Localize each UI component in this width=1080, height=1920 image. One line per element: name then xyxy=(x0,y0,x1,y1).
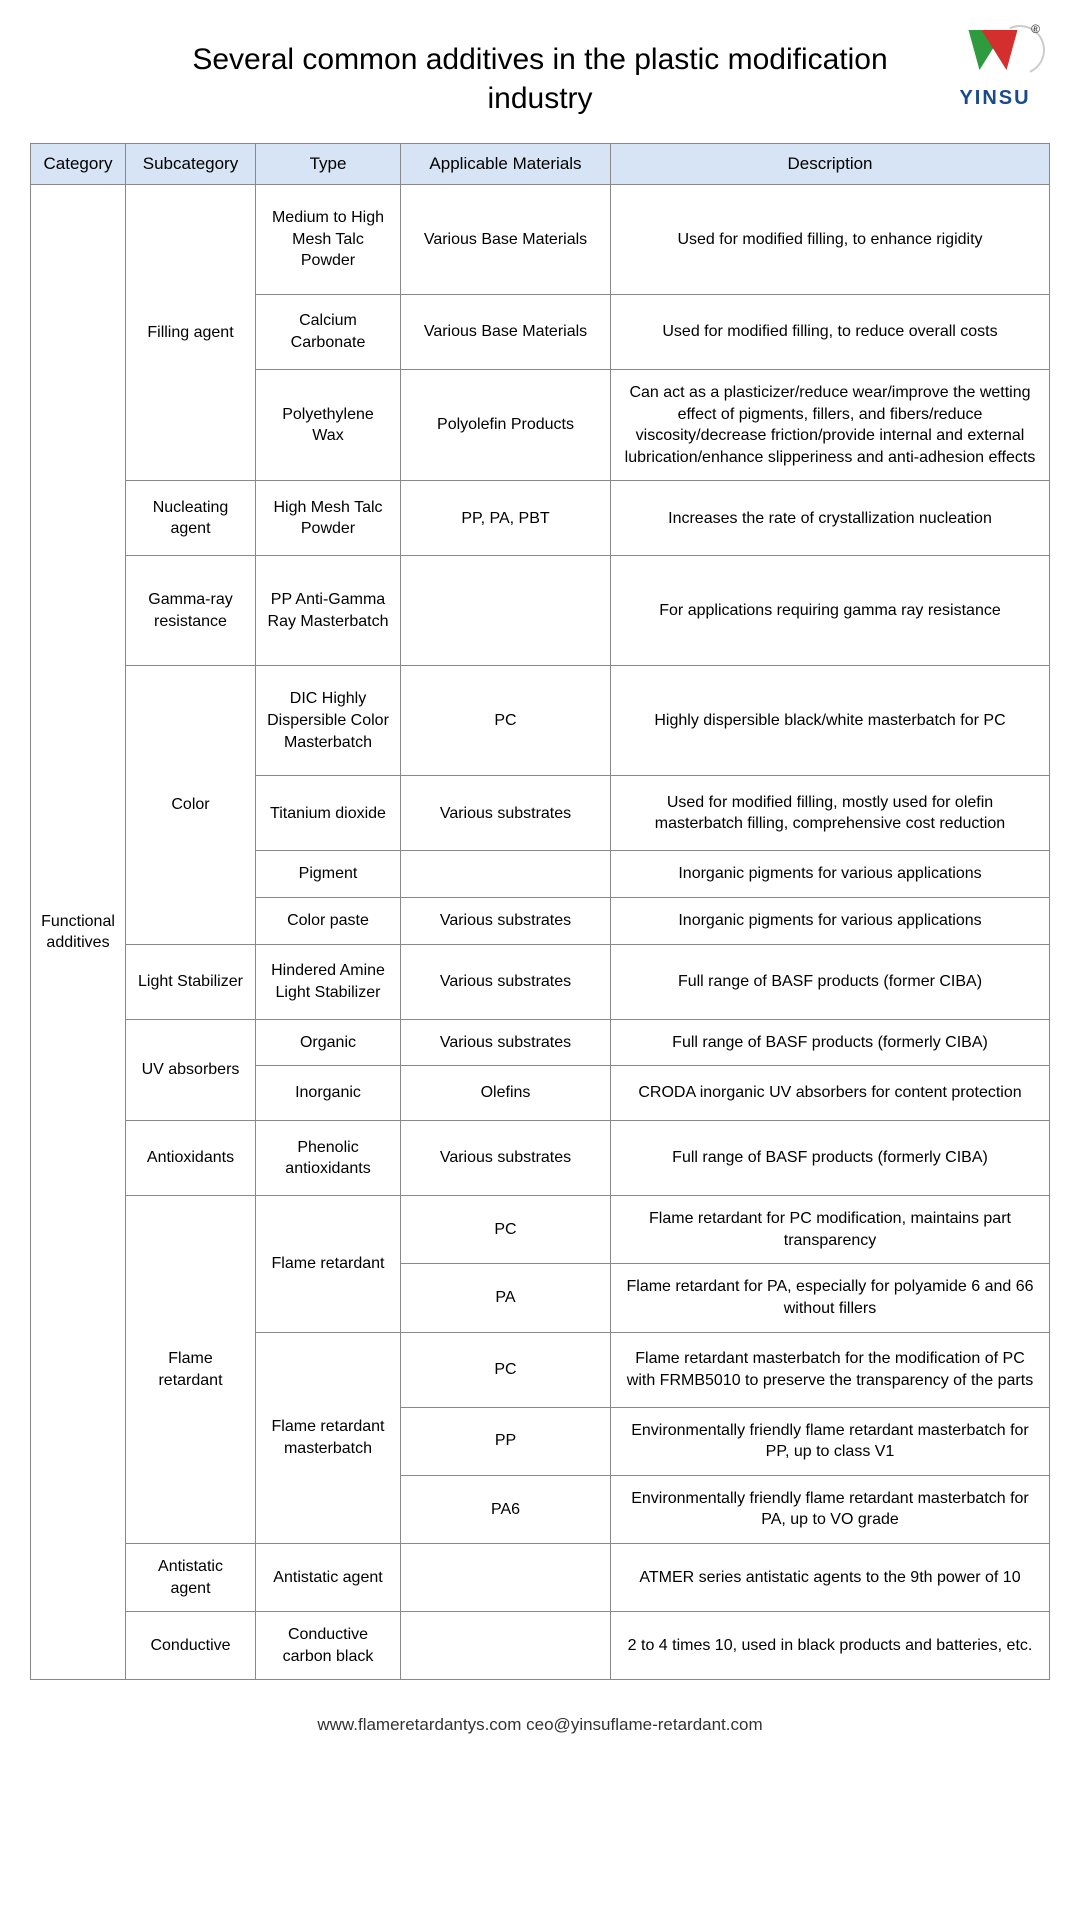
cell-subcategory: Flame retardant xyxy=(126,1196,256,1544)
table-row: Functional additivesFilling agentMedium … xyxy=(31,185,1050,295)
cell-description: Inorganic pigments for various applicati… xyxy=(611,851,1050,898)
cell-description: CRODA inorganic UV absorbers for content… xyxy=(611,1066,1050,1121)
cell-description: Used for modified filling, to reduce ove… xyxy=(611,295,1050,370)
cell-materials xyxy=(401,1543,611,1611)
cell-type: DIC Highly Dispersible Color Masterbatch xyxy=(256,666,401,776)
cell-materials: PA6 xyxy=(401,1475,611,1543)
cell-description: 2 to 4 times 10, used in black products … xyxy=(611,1612,1050,1680)
cell-type: Color paste xyxy=(256,897,401,944)
table-row: Flame retardantFlame retardantPCFlame re… xyxy=(31,1196,1050,1264)
cell-type: Pigment xyxy=(256,851,401,898)
cell-materials: Various substrates xyxy=(401,897,611,944)
cell-materials xyxy=(401,851,611,898)
cell-description: Flame retardant masterbatch for the modi… xyxy=(611,1332,1050,1407)
page-header: Several common additives in the plastic … xyxy=(30,40,1050,118)
cell-materials: PA xyxy=(401,1264,611,1332)
table-row: AntioxidantsPhenolic antioxidantsVarious… xyxy=(31,1121,1050,1196)
page-footer: www.flameretardantys.com ceo@yinsuflame-… xyxy=(30,1715,1050,1735)
cell-materials: PC xyxy=(401,1196,611,1264)
cell-description: Can act as a plasticizer/reduce wear/imp… xyxy=(611,370,1050,481)
cell-type: Medium to High Mesh Talc Powder xyxy=(256,185,401,295)
cell-description: ATMER series antistatic agents to the 9t… xyxy=(611,1543,1050,1611)
cell-type: Calcium Carbonate xyxy=(256,295,401,370)
cell-type: Titanium dioxide xyxy=(256,776,401,851)
col-description: Description xyxy=(611,144,1050,185)
cell-description: Full range of BASF products (former CIBA… xyxy=(611,944,1050,1019)
cell-materials: Olefins xyxy=(401,1066,611,1121)
page-title: Several common additives in the plastic … xyxy=(190,40,890,118)
cell-description: Full range of BASF products (formerly CI… xyxy=(611,1121,1050,1196)
cell-materials: Polyolefin Products xyxy=(401,370,611,481)
col-materials: Applicable Materials xyxy=(401,144,611,185)
cell-materials: Various Base Materials xyxy=(401,295,611,370)
cell-subcategory: UV absorbers xyxy=(126,1019,256,1121)
brand-name: YINSU xyxy=(950,87,1040,110)
table-row: Antistatic agentAntistatic agent ATMER se… xyxy=(31,1543,1050,1611)
cell-materials: PC xyxy=(401,666,611,776)
cell-type: Flame retardant masterbatch xyxy=(256,1332,401,1543)
cell-description: Highly dispersible black/white masterbat… xyxy=(611,666,1050,776)
brand-logo: ® YINSU xyxy=(950,30,1040,110)
cell-subcategory: Filling agent xyxy=(126,185,256,481)
col-category: Category xyxy=(31,144,126,185)
logo-mark: ® xyxy=(950,30,1040,85)
cell-type: Inorganic xyxy=(256,1066,401,1121)
cell-subcategory: Light Stabilizer xyxy=(126,944,256,1019)
cell-type: Phenolic antioxidants xyxy=(256,1121,401,1196)
cell-description: Environmentally friendly flame retardant… xyxy=(611,1407,1050,1475)
cell-type: PP Anti-Gamma Ray Masterbatch xyxy=(256,556,401,666)
table-row: Light StabilizerHindered Amine Light Sta… xyxy=(31,944,1050,1019)
cell-type: High Mesh Talc Powder xyxy=(256,481,401,556)
cell-type: Organic xyxy=(256,1019,401,1066)
cell-description: Used for modified filling, mostly used f… xyxy=(611,776,1050,851)
registered-icon: ® xyxy=(1031,22,1040,36)
cell-materials: Various substrates xyxy=(401,776,611,851)
cell-subcategory: Antistatic agent xyxy=(126,1543,256,1611)
cell-materials xyxy=(401,556,611,666)
cell-category: Functional additives xyxy=(31,185,126,1680)
cell-materials: Various substrates xyxy=(401,1019,611,1066)
cell-subcategory: Nucleating agent xyxy=(126,481,256,556)
table-row: UV absorbersOrganicVarious substratesFul… xyxy=(31,1019,1050,1066)
cell-description: For applications requiring gamma ray res… xyxy=(611,556,1050,666)
cell-description: Flame retardant for PC modification, mai… xyxy=(611,1196,1050,1264)
cell-description: Increases the rate of crystallization nu… xyxy=(611,481,1050,556)
cell-type: Polyethylene Wax xyxy=(256,370,401,481)
table-row: ConductiveConductive carbon black 2 to 4 … xyxy=(31,1612,1050,1680)
cell-subcategory: Gamma-ray resistance xyxy=(126,556,256,666)
logo-chevron-red-icon xyxy=(981,30,1024,70)
cell-description: Flame retardant for PA, especially for p… xyxy=(611,1264,1050,1332)
cell-description: Used for modified filling, to enhance ri… xyxy=(611,185,1050,295)
cell-subcategory: Conductive xyxy=(126,1612,256,1680)
cell-description: Environmentally friendly flame retardant… xyxy=(611,1475,1050,1543)
table-header: Category Subcategory Type Applicable Mat… xyxy=(31,144,1050,185)
cell-description: Inorganic pigments for various applicati… xyxy=(611,897,1050,944)
cell-materials: Various substrates xyxy=(401,944,611,1019)
table-row: ColorDIC Highly Dispersible Color Master… xyxy=(31,666,1050,776)
cell-type: Antistatic agent xyxy=(256,1543,401,1611)
cell-description: Full range of BASF products (formerly CI… xyxy=(611,1019,1050,1066)
cell-materials: PP, PA, PBT xyxy=(401,481,611,556)
cell-subcategory: Color xyxy=(126,666,256,944)
cell-subcategory: Antioxidants xyxy=(126,1121,256,1196)
cell-type: Conductive carbon black xyxy=(256,1612,401,1680)
cell-materials: PP xyxy=(401,1407,611,1475)
cell-materials: Various substrates xyxy=(401,1121,611,1196)
table-row: Nucleating agentHigh Mesh Talc PowderPP,… xyxy=(31,481,1050,556)
additives-table: Category Subcategory Type Applicable Mat… xyxy=(30,143,1050,1680)
col-subcategory: Subcategory xyxy=(126,144,256,185)
cell-materials: PC xyxy=(401,1332,611,1407)
table-body: Functional additivesFilling agentMedium … xyxy=(31,185,1050,1680)
table-row: Gamma-ray resistancePP Anti-Gamma Ray Ma… xyxy=(31,556,1050,666)
cell-materials xyxy=(401,1612,611,1680)
cell-type: Flame retardant xyxy=(256,1196,401,1332)
cell-type: Hindered Amine Light Stabilizer xyxy=(256,944,401,1019)
cell-materials: Various Base Materials xyxy=(401,185,611,295)
col-type: Type xyxy=(256,144,401,185)
